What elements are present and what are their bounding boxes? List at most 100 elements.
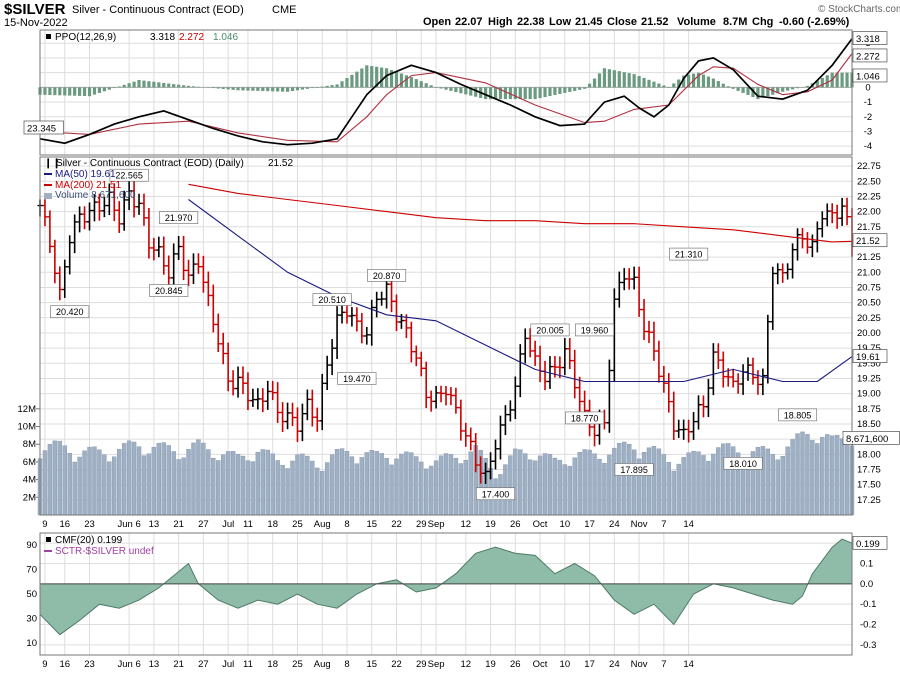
volume-bar — [631, 449, 637, 516]
ohlc-bar — [423, 361, 429, 409]
ppo-histogram-bar — [484, 87, 488, 100]
sctr-y-tick: 90 — [26, 540, 37, 551]
ohlc-bar — [562, 338, 568, 376]
volume-y-tick: 8M — [23, 439, 36, 450]
price-callout: 17.400 — [482, 489, 510, 499]
ppo-histogram-bar — [236, 87, 240, 91]
volume-y-tick: 2M — [23, 492, 36, 503]
price-callout: 21.310 — [675, 250, 703, 260]
volume-bar — [47, 443, 53, 516]
ppo-histogram-bar — [281, 87, 285, 92]
volume-bar — [176, 459, 181, 516]
volume-bar — [77, 456, 82, 516]
volume-end-tag: 8,671,600 — [846, 434, 888, 445]
quote-summary: Open 22.07 High 22.38 Low 21.45 Close 21… — [423, 16, 850, 28]
price-y-tick: 18.00 — [857, 449, 881, 460]
volume-y-tick: 10M — [18, 422, 37, 433]
last-price-tag-box — [852, 233, 888, 248]
ohlc-bar — [448, 386, 454, 406]
volume-y-tick: 4M — [23, 475, 36, 486]
ohlc-bar — [809, 234, 815, 258]
ohlc-bar — [636, 266, 642, 317]
ohlc-bar — [369, 299, 375, 346]
ohlc-bar — [785, 263, 791, 280]
cmf-y-tick: -0.1 — [860, 599, 876, 610]
ppo-histogram-bar — [305, 87, 309, 89]
sctr-y-tick: 30 — [26, 613, 37, 624]
price-callout-box — [530, 323, 570, 337]
volume-bar — [577, 452, 582, 516]
ohlc-bar — [57, 266, 63, 301]
volume-bar — [839, 438, 845, 516]
price-callout-box — [159, 211, 199, 224]
volume-bar — [414, 456, 419, 516]
ppo-histogram-bar — [637, 76, 641, 88]
ohlc-bar — [829, 203, 835, 224]
ppo-histogram-bar — [147, 81, 151, 88]
price-callout: 18.770 — [571, 413, 599, 423]
price-y-tick: 20.25 — [857, 313, 881, 324]
x-axis-label: Jul — [222, 519, 234, 530]
ppo-histogram-bar — [424, 83, 428, 88]
ohlc-bar — [77, 206, 83, 233]
watermark: © StockCharts.com — [818, 4, 900, 15]
ppo-end-hist-box — [852, 68, 888, 83]
ppo-histogram-bar — [746, 87, 750, 95]
volume-bar — [760, 446, 766, 516]
ppo-histogram-bar — [340, 81, 344, 88]
volume-bar — [537, 455, 543, 516]
ppo-histogram-bar — [295, 87, 300, 91]
x-axis-label: 25 — [292, 659, 303, 670]
ohlc-bar — [621, 268, 627, 291]
volume-bar — [622, 441, 627, 516]
high-value: 22.38 — [517, 16, 545, 28]
ppo-histogram-bar — [370, 66, 374, 88]
ohlc-bar — [527, 328, 533, 358]
price-panel: 22.7522.5022.2522.0021.7521.5021.2521.00… — [18, 156, 900, 516]
price-callout-box — [476, 487, 516, 501]
volume-bar — [671, 470, 676, 516]
ppo-histogram-bar — [310, 87, 314, 89]
ohlc-bar — [101, 196, 107, 218]
ohlc-bar — [136, 193, 142, 215]
ppo-histogram-bar — [716, 81, 720, 88]
volume-bar — [206, 449, 211, 516]
volume-bar — [280, 465, 285, 516]
volume-bar — [265, 449, 270, 516]
volume-bar — [72, 461, 77, 516]
volume-bar — [305, 455, 310, 516]
price-callout-box — [337, 372, 377, 385]
price-y-tick: 17.25 — [857, 495, 881, 506]
ppo-histogram-bar — [256, 87, 260, 91]
ohlc-bar — [339, 303, 345, 324]
price-callout-box — [312, 293, 352, 306]
ohlc-bar — [765, 314, 771, 384]
ppo-histogram-bar — [355, 71, 359, 88]
ohlc-bar — [572, 349, 578, 399]
volume-bar — [795, 433, 800, 516]
x-axis-label: 17 — [584, 659, 595, 670]
ohlc-bar — [334, 306, 340, 359]
ppo-histogram-bar — [587, 83, 592, 88]
ppo-histogram-bar — [657, 83, 661, 88]
x-axis-label: 18 — [267, 659, 278, 670]
ppo-histogram-bar — [186, 85, 191, 88]
x-axis-label: 25 — [292, 519, 303, 530]
ppo-histogram-bar — [835, 72, 839, 88]
volume-bar — [646, 447, 652, 516]
close-label: Close — [607, 16, 637, 28]
volume-bar — [225, 451, 231, 516]
ohlc-bar — [225, 342, 231, 392]
ppo-y-tick: -4 — [864, 141, 872, 152]
ohlc-bar — [146, 207, 152, 259]
ppo-legend-swatch — [46, 34, 51, 39]
sctr-y-tick: 70 — [26, 565, 37, 576]
ohlc-bar — [710, 343, 716, 396]
volume-bar — [52, 440, 58, 516]
volume-bar — [443, 453, 449, 516]
ohlc-bar — [453, 387, 459, 414]
ppo-histogram-bar — [667, 87, 671, 88]
volume-bar — [102, 454, 107, 516]
